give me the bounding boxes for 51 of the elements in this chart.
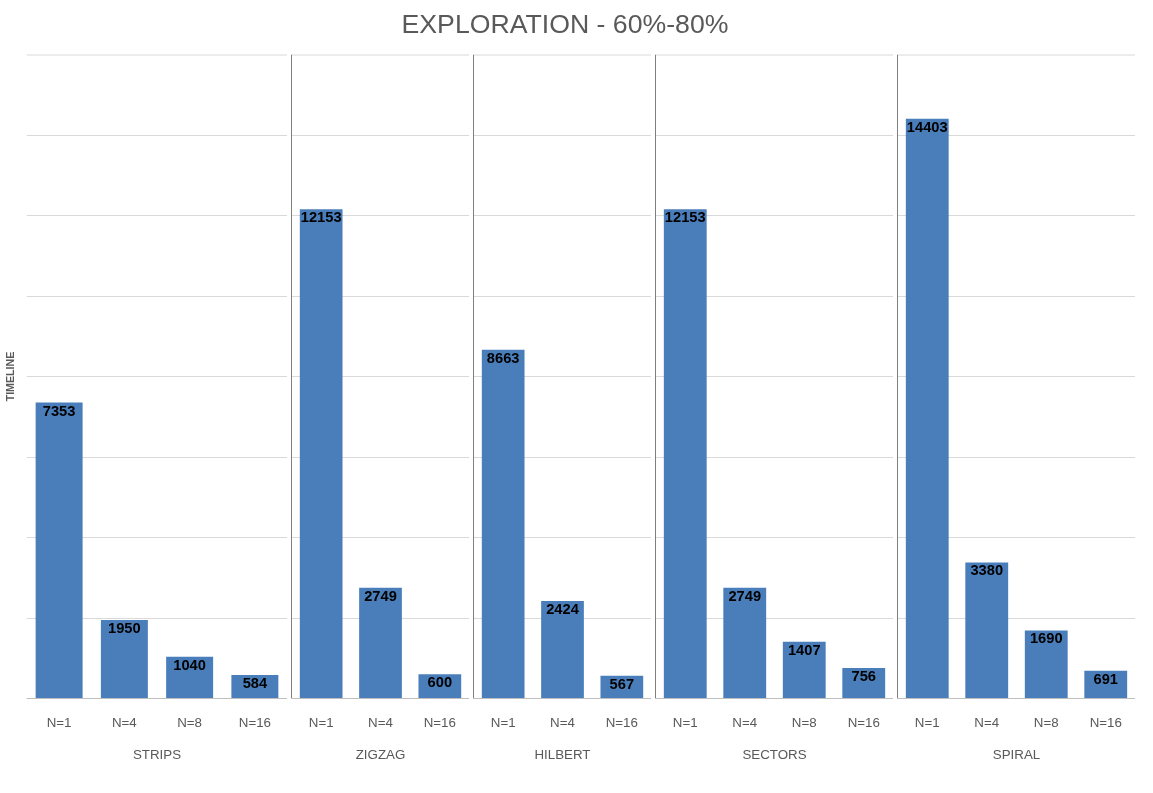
text: EXPLORATION - 60%-80% (401, 8, 729, 41)
data-label: 8663 (486, 349, 520, 366)
x-tick-label: N=4 (974, 714, 1000, 730)
x-tick-label: N=4 (550, 714, 576, 730)
x-tick-label: N=16 (847, 714, 880, 730)
data-label: 1407 (787, 641, 821, 658)
x-tick-label: N=4 (111, 714, 138, 730)
x-axis-title: HILBERT (534, 746, 591, 762)
bar (35, 402, 83, 699)
bar (663, 209, 707, 699)
data-label: 567 (609, 675, 635, 692)
x-axis-title: SPIRAL (992, 746, 1041, 762)
bar (965, 562, 1009, 699)
bar (723, 587, 767, 699)
x-tick-label: N=1 (46, 714, 72, 730)
data-label: 1950 (108, 620, 141, 637)
x-tick-label: N=8 (1033, 714, 1059, 730)
x-tick-label: N=1 (308, 714, 334, 730)
data-label: 12153 (300, 209, 342, 226)
data-label: 584 (242, 674, 268, 691)
x-axis-title: ZIGZAG (355, 746, 406, 762)
data-label: 600 (427, 674, 453, 691)
x-tick-label: N=16 (605, 714, 638, 730)
bar (1024, 630, 1068, 699)
bar (782, 641, 826, 699)
data-label: 2424 (546, 600, 580, 617)
data-label: 691 (1093, 670, 1118, 687)
bar (100, 620, 148, 699)
x-axis-title: STRIPS (132, 746, 182, 762)
data-label: 2749 (364, 587, 397, 604)
data-label: 3380 (970, 562, 1004, 579)
data-label: 1690 (1029, 630, 1063, 647)
x-tick-label: N=1 (672, 714, 698, 730)
data-label: 14403 (906, 118, 948, 135)
data-label: 756 (851, 668, 876, 685)
data-label: 12153 (664, 209, 706, 226)
bar (905, 118, 949, 699)
data-label: 7353 (42, 402, 76, 419)
x-tick-label: N=1 (490, 714, 516, 730)
x-tick-label: N=16 (1089, 714, 1122, 730)
x-tick-label: N=1 (914, 714, 940, 730)
x-tick-label: N=8 (791, 714, 817, 730)
x-tick-label: N=4 (368, 714, 394, 730)
x-tick-label: N=16 (423, 714, 456, 730)
x-tick-label: N=8 (177, 714, 203, 730)
data-label: 1040 (173, 656, 206, 673)
data-label: 2749 (728, 587, 762, 604)
x-axis-title: SECTORS (742, 746, 807, 762)
x-tick-label: N=4 (732, 714, 758, 730)
x-tick-label: N=16 (238, 714, 271, 730)
y-axis-title: TIMELINE (3, 351, 16, 402)
